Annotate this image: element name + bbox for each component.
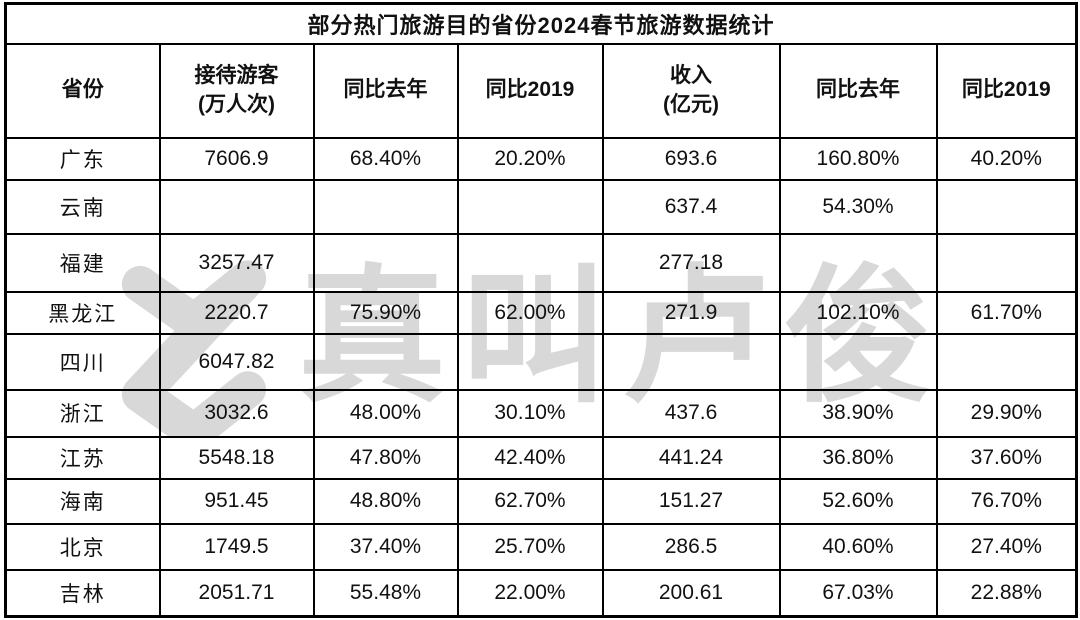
value-cell: 22.88% [935,568,1078,618]
value-cell: 441.24 [601,435,781,480]
province-cell: 海南 [4,477,161,525]
table-row: 北京 1749.5 37.40% 25.70% 286.5 40.60% 27.40% [4,522,1078,571]
value-cell: 3032.6 [158,388,315,438]
value-cell [456,332,604,391]
value-cell: 22.00% [456,568,604,618]
table-body: 广东 7606.9 68.40% 20.20% 693.6 160.80% 40.20% 云南… [4,136,1078,618]
header-province: 省份 [4,42,161,139]
value-cell: 76.70% [935,477,1078,525]
province-cell: 黑龙江 [4,290,161,335]
header-revenue-vs2019: 同比2019 [935,42,1078,139]
table-row: 江苏 5548.18 47.80% 42.40% 441.24 36.80% 37.60% [4,435,1078,480]
value-cell [935,178,1078,235]
value-cell: 437.6 [601,388,781,438]
header-visitors-yoy: 同比去年 [312,42,459,139]
header-revenue: 收入 (亿元) [601,42,781,139]
tourism-data-table: 部分热门旅游目的省份2024春节旅游数据统计 省份 接待游客 (万人次) 同比去… [4,2,1079,618]
value-cell [312,232,459,293]
value-cell: 102.10% [778,290,938,335]
value-cell: 277.18 [601,232,781,293]
value-cell [312,332,459,391]
value-cell: 6047.82 [158,332,315,391]
table-row: 黑龙江 2220.7 75.90% 62.00% 271.9 102.10% 61.70% [4,290,1078,335]
header-visitors: 接待游客 (万人次) [158,42,315,139]
value-cell: 75.90% [312,290,459,335]
value-cell: 38.90% [778,388,938,438]
value-cell: 637.4 [601,178,781,235]
table-row: 广东 7606.9 68.40% 20.20% 693.6 160.80% 40.20% [4,136,1078,181]
province-cell: 江苏 [4,435,161,480]
value-cell [601,332,781,391]
table-header-row: 省份 接待游客 (万人次) 同比去年 同比2019 收入 (亿元) 同比去年 同… [4,42,1078,139]
value-cell: 47.80% [312,435,459,480]
value-cell: 3257.47 [158,232,315,293]
value-cell: 200.61 [601,568,781,618]
table-row: 四川 6047.82 [4,332,1078,391]
value-cell [778,232,938,293]
table-row: 福建 3257.47 277.18 [4,232,1078,293]
value-cell: 48.80% [312,477,459,525]
value-cell: 61.70% [935,290,1078,335]
value-cell: 271.9 [601,290,781,335]
value-cell: 55.48% [312,568,459,618]
value-cell: 951.45 [158,477,315,525]
table-row: 云南 637.4 54.30% [4,178,1078,235]
value-cell: 48.00% [312,388,459,438]
province-cell: 浙江 [4,388,161,438]
value-cell: 54.30% [778,178,938,235]
value-cell: 67.03% [778,568,938,618]
table-row: 浙江 3032.6 48.00% 30.10% 437.6 38.90% 29.90% [4,388,1078,438]
value-cell: 68.40% [312,136,459,181]
province-cell: 福建 [4,232,161,293]
header-visitors-vs2019: 同比2019 [456,42,604,139]
value-cell: 20.20% [456,136,604,181]
table-title: 部分热门旅游目的省份2024春节旅游数据统计 [4,2,1078,45]
table-row: 吉林 2051.71 55.48% 22.00% 200.61 67.03% 22.88% [4,568,1078,618]
value-cell: 286.5 [601,522,781,571]
value-cell: 693.6 [601,136,781,181]
value-cell: 40.20% [935,136,1078,181]
value-cell: 42.40% [456,435,604,480]
province-cell: 广东 [4,136,161,181]
value-cell: 52.60% [778,477,938,525]
value-cell: 2051.71 [158,568,315,618]
value-cell [456,178,604,235]
value-cell [935,332,1078,391]
value-cell [158,178,315,235]
value-cell: 7606.9 [158,136,315,181]
value-cell [935,232,1078,293]
value-cell: 30.10% [456,388,604,438]
value-cell: 62.70% [456,477,604,525]
value-cell [778,332,938,391]
table-title-row: 部分热门旅游目的省份2024春节旅游数据统计 [4,2,1078,45]
value-cell: 160.80% [778,136,938,181]
value-cell: 2220.7 [158,290,315,335]
value-cell: 40.60% [778,522,938,571]
table-row: 海南 951.45 48.80% 62.70% 151.27 52.60% 76.70% [4,477,1078,525]
value-cell: 29.90% [935,388,1078,438]
value-cell [312,178,459,235]
value-cell: 36.80% [778,435,938,480]
value-cell: 5548.18 [158,435,315,480]
header-revenue-yoy: 同比去年 [778,42,938,139]
value-cell: 1749.5 [158,522,315,571]
value-cell: 25.70% [456,522,604,571]
value-cell: 62.00% [456,290,604,335]
value-cell [456,232,604,293]
province-cell: 吉林 [4,568,161,618]
value-cell: 37.40% [312,522,459,571]
province-cell: 北京 [4,522,161,571]
value-cell: 27.40% [935,522,1078,571]
province-cell: 云南 [4,178,161,235]
value-cell: 151.27 [601,477,781,525]
value-cell: 37.60% [935,435,1078,480]
province-cell: 四川 [4,332,161,391]
